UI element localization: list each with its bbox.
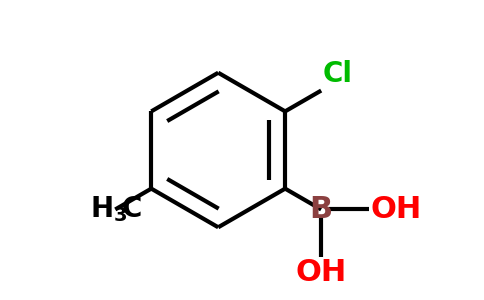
Text: 3: 3 [114,206,128,226]
Text: H: H [91,195,114,224]
Text: B: B [310,195,333,224]
Text: OH: OH [370,195,422,224]
Text: OH: OH [296,259,347,287]
Text: Cl: Cl [323,60,353,88]
Text: C: C [122,195,142,224]
